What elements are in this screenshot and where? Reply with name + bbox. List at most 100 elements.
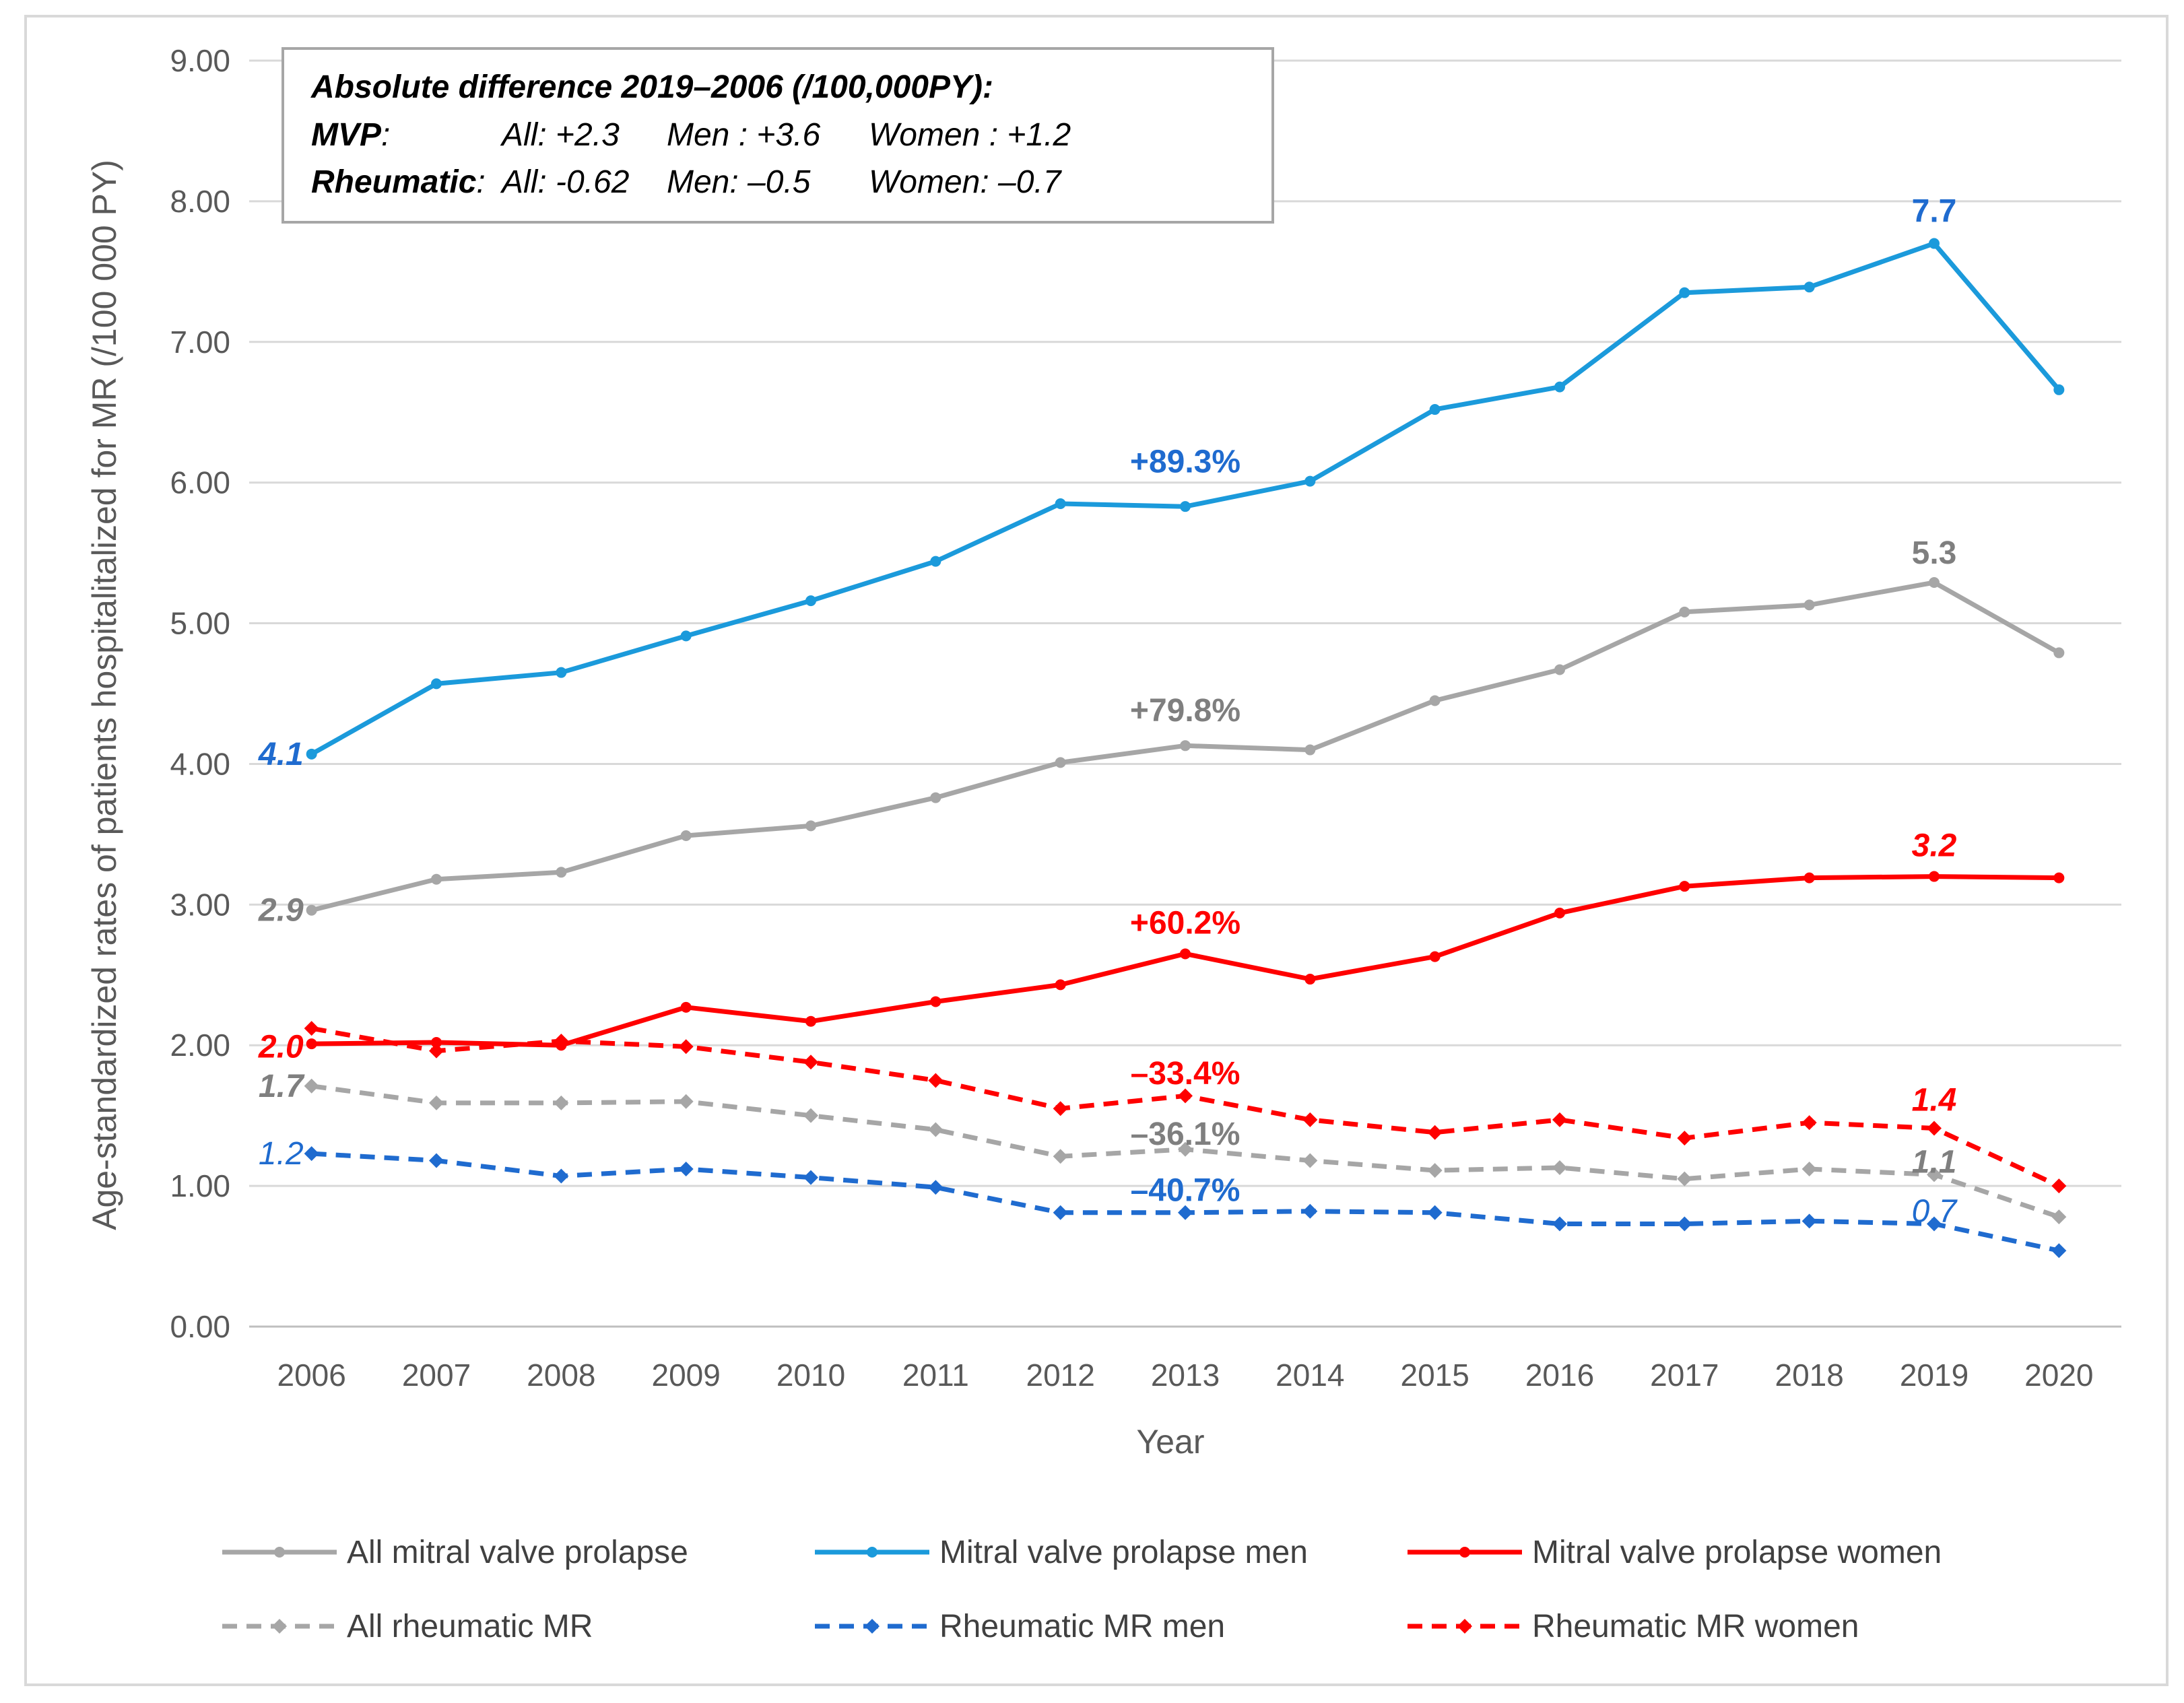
data-point [1053, 1149, 1068, 1164]
data-point [429, 1153, 444, 1168]
data-label: 2.0 [258, 1029, 304, 1065]
data-point [930, 996, 941, 1007]
data-point [1053, 1101, 1068, 1116]
data-label: 1.2 [259, 1136, 304, 1172]
legend-marker [867, 1547, 878, 1558]
chart-border [24, 15, 2169, 1686]
data-label: 4.1 [258, 737, 304, 772]
data-point [1929, 576, 1940, 588]
data-point [1801, 1115, 1817, 1131]
legend-marker [865, 1619, 880, 1634]
legend-label: All rheumatic MR [347, 1609, 593, 1644]
series-4 [304, 1146, 2067, 1259]
legend-label: Mitral valve prolapse women [1532, 1535, 1942, 1570]
data-point [1554, 907, 1565, 919]
legend-label: Rheumatic MR men [939, 1609, 1225, 1644]
data-label: 5.3 [1912, 535, 1957, 571]
data-point [1801, 1162, 1817, 1177]
legend-item: All rheumatic MR [222, 1609, 593, 1644]
data-point [1552, 1160, 1567, 1175]
data-point [431, 1037, 442, 1048]
series-5 [304, 1021, 2067, 1194]
data-point [304, 1078, 319, 1094]
info-box-value: Men : +3.6 [667, 117, 820, 153]
data-point [1302, 1203, 1318, 1219]
legend: All mitral valve prolapse Mitral valve pr… [222, 1535, 1942, 1644]
info-box-value: All: -0.62 [500, 164, 629, 200]
data-point [431, 873, 442, 885]
data-point [306, 904, 317, 916]
x-tick-label: 2019 [1900, 1358, 1968, 1393]
legend-label: Rheumatic MR women [1532, 1609, 1859, 1644]
data-label: 3.2 [1912, 828, 1957, 864]
data-point [928, 1180, 944, 1195]
data-point [803, 1055, 818, 1070]
data-label: +89.3% [1130, 444, 1240, 479]
y-tick-label: 8.00 [170, 184, 230, 219]
data-point [1180, 948, 1191, 960]
legend-item: Mitral valve prolapse men [815, 1535, 1308, 1570]
y-tick-label: 4.00 [170, 746, 230, 781]
data-point [1055, 979, 1066, 991]
legend-item: Rheumatic MR men [815, 1609, 1225, 1644]
data-point [1677, 1171, 1692, 1187]
info-box-row-label: Rheumatic: [311, 164, 486, 200]
data-point [1304, 744, 1316, 756]
legend-marker [274, 1547, 285, 1558]
data-point [1055, 757, 1066, 768]
x-tick-label: 2013 [1151, 1358, 1220, 1393]
legend-item: All mitral valve prolapse [222, 1535, 688, 1570]
data-point [1429, 951, 1441, 962]
data-point [1429, 404, 1441, 415]
x-tick-label: 2016 [1525, 1358, 1594, 1393]
data-point [1302, 1153, 1318, 1168]
data-point [431, 678, 442, 690]
data-label: 0.7 [1912, 1194, 1958, 1230]
data-point [1929, 238, 1940, 249]
legend-item: Mitral valve prolapse women [1408, 1535, 1942, 1570]
data-point [1053, 1205, 1068, 1220]
data-point [1804, 872, 1815, 883]
data-point [304, 1021, 319, 1036]
data-point [930, 556, 941, 567]
data-point [1429, 695, 1441, 706]
data-annotations: 4.1 2.9 2.0 1.7 1.2 +89.3% +79.8% +60.2% –33.4% –… [258, 194, 1958, 1230]
x-tick-label: 2007 [402, 1358, 471, 1393]
data-point [1427, 1205, 1443, 1220]
data-label: 1.4 [1912, 1083, 1957, 1118]
data-point [554, 1095, 569, 1110]
data-point [1927, 1121, 1942, 1136]
x-tick-label: 2008 [527, 1358, 595, 1393]
x-tick-label: 2018 [1775, 1358, 1843, 1393]
data-point [554, 1168, 569, 1184]
data-point [930, 792, 941, 803]
series-lines [304, 238, 2067, 1259]
data-point [2053, 872, 2065, 883]
data-point [1304, 475, 1316, 487]
legend-label: All mitral valve prolapse [347, 1535, 688, 1570]
legend-marker [272, 1619, 287, 1634]
data-point [2051, 1209, 2067, 1225]
data-point [1804, 281, 1815, 293]
info-box-value: Women : +1.2 [869, 117, 1071, 153]
data-label: 2.9 [258, 893, 304, 929]
legend-marker [1459, 1547, 1470, 1558]
data-label: –36.1% [1131, 1116, 1240, 1152]
data-point [306, 1038, 317, 1050]
y-tick-label: 0.00 [170, 1309, 230, 1344]
y-tick-label: 1.00 [170, 1168, 230, 1203]
info-box: Absolute difference 2019–2006 (/100,000P… [282, 47, 1274, 224]
data-label: 7.7 [1912, 194, 1957, 230]
data-point [1178, 1088, 1193, 1104]
data-point [805, 1015, 816, 1027]
data-label: –40.7% [1131, 1172, 1240, 1208]
data-point [928, 1122, 944, 1137]
data-point [803, 1170, 818, 1185]
data-point [805, 820, 816, 832]
data-point [1801, 1213, 1817, 1229]
x-tick-label: 2006 [277, 1358, 345, 1393]
legend-marker [1457, 1619, 1472, 1634]
info-box-heading: Absolute difference 2019–2006 (/100,000P… [310, 69, 993, 105]
data-point [678, 1162, 694, 1177]
